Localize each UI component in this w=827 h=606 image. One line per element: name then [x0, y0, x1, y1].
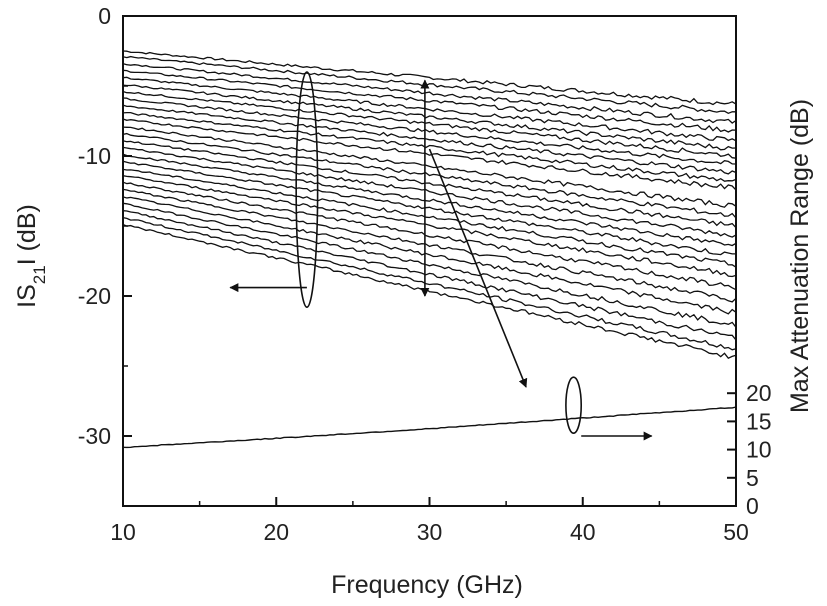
attenuation-curve-group: [122, 406, 737, 449]
s21-curve-12: [122, 126, 737, 208]
s21-curve-25: [122, 216, 737, 351]
s21-curve-13: [122, 132, 737, 219]
y-axis-title-tail: I (dB): [13, 204, 41, 265]
s21-curve-10: [122, 111, 737, 182]
x-axis-ticks: 10 20 30 40 50: [110, 497, 749, 545]
s21-curve-20: [122, 181, 737, 291]
y2-tick-label: 0: [746, 493, 759, 519]
annotations: [229, 71, 653, 441]
y2-tick-label: 20: [746, 380, 772, 406]
s21-curve-21: [122, 188, 737, 303]
s21-curve-6: [122, 84, 737, 151]
s21-curve-22: [122, 196, 737, 315]
y2-axis-title: Max Attenuation Range (dB): [786, 99, 814, 413]
y-axis-title-main: IS: [13, 284, 41, 308]
s21-curve-14: [122, 140, 737, 229]
s21-curve-1: [122, 50, 737, 106]
s21-curve-23: [122, 202, 737, 328]
s21-curve-18: [122, 168, 737, 268]
s21-curve-24: [122, 210, 737, 341]
y-axis-ticks: 0 -10 -20 -30: [78, 3, 132, 449]
s21-curve-4: [122, 69, 737, 133]
s21-curves: [122, 50, 737, 360]
y-tick-label: -20: [78, 283, 111, 309]
x-tick-label: 40: [570, 519, 596, 545]
s21-curve-17: [122, 160, 736, 256]
x-axis-title: Frequency (GHz): [331, 571, 523, 599]
s21-curve-19: [122, 175, 737, 278]
x-tick-label: 10: [110, 519, 136, 545]
x-tick-label: 50: [723, 519, 749, 545]
y2-tick-label: 10: [746, 437, 772, 463]
s21-curve-7: [122, 90, 737, 159]
x-tick-label: 30: [417, 519, 443, 545]
y-tick-label: 0: [98, 3, 111, 29]
y2-tick-label: 5: [746, 465, 759, 491]
y-axis-title: IS21I (dB): [13, 204, 49, 308]
s21-curve-3: [122, 62, 737, 124]
s21-curve-5: [122, 76, 737, 142]
plot-frame: [122, 15, 737, 507]
s21-curve-2: [122, 55, 736, 115]
y-axis-title-sub: 21: [30, 265, 49, 284]
attenuation-curve: [122, 406, 737, 449]
annotation-ellipse-5: [565, 376, 583, 435]
s21-curve-16: [122, 153, 737, 247]
y-tick-label: -30: [78, 423, 111, 449]
y-tick-label: -10: [78, 143, 111, 169]
s21-curve-26: [122, 223, 737, 360]
annotation-arrow-4: [428, 148, 528, 388]
s21-curve-8: [122, 97, 737, 165]
s21-curve-15: [122, 146, 737, 238]
s21-curve-9: [122, 104, 737, 175]
annotation-ellipse-1: [295, 71, 319, 309]
s21-curve-11: [122, 118, 737, 191]
y2-tick-label: 15: [746, 408, 772, 434]
x-tick-label: 20: [263, 519, 289, 545]
